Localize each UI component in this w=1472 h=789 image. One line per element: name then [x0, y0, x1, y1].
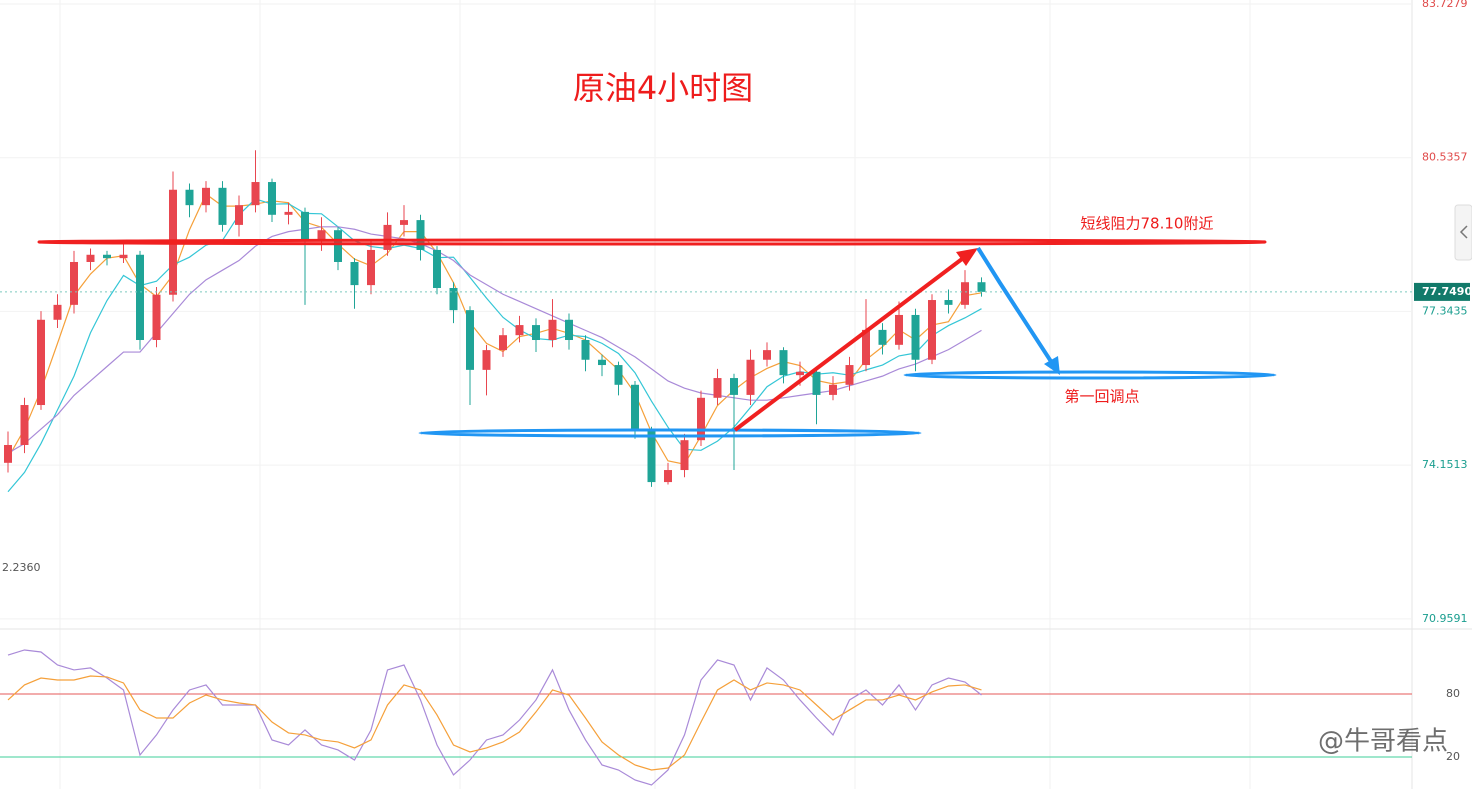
- candle-body: [581, 340, 590, 360]
- candle-body: [136, 254, 144, 341]
- candle-body: [697, 397, 705, 441]
- candle-body: [977, 282, 986, 292]
- candle-body: [86, 254, 95, 262]
- candle-body: [532, 325, 540, 341]
- support-ellipse: [418, 428, 922, 438]
- candle-body: [119, 254, 128, 259]
- side-toggle[interactable]: [1454, 204, 1472, 261]
- candle-body: [565, 319, 573, 341]
- candle-body: [829, 384, 837, 395]
- candle-body: [4, 444, 12, 463]
- candle-body: [284, 211, 293, 215]
- y-tick-label: 70.9591: [1422, 612, 1468, 625]
- candle-body: [515, 325, 524, 336]
- candle-body: [961, 282, 969, 305]
- y-tick-label: 77.3435: [1422, 304, 1468, 317]
- candle-body: [449, 287, 458, 311]
- candle-body: [152, 294, 161, 341]
- candle-body: [647, 430, 656, 483]
- last-price-box: [1414, 282, 1470, 301]
- candle-body: [779, 350, 788, 376]
- candle-body: [796, 371, 804, 376]
- plot-layer: [0, 3, 1412, 786]
- candle-body: [218, 187, 227, 225]
- candle-body: [185, 189, 194, 206]
- candle-body: [664, 470, 672, 483]
- candle-body: [713, 378, 722, 398]
- candle-body: [499, 335, 507, 351]
- candle-body: [37, 319, 45, 406]
- candle-body: [383, 224, 392, 250]
- candle-body: [301, 211, 309, 240]
- chart-title: 原油4小时图: [573, 69, 753, 107]
- down-arrowhead: [1044, 356, 1060, 375]
- candle-body: [614, 365, 623, 385]
- y-tick-label: 83.7279: [1422, 0, 1468, 10]
- candle-body: [466, 310, 474, 370]
- left-label: 2.2360: [2, 561, 41, 574]
- candle-body: [944, 300, 953, 305]
- candle-body: [862, 329, 870, 366]
- down-arrow: [976, 246, 1054, 365]
- line-series: [7, 649, 982, 786]
- candle-body: [746, 359, 755, 395]
- candle-body: [268, 182, 276, 215]
- candle-body: [598, 359, 606, 366]
- candle-body: [730, 378, 738, 395]
- candle-body: [350, 261, 359, 286]
- last-price-label: 77.7490: [1422, 285, 1472, 298]
- up-arrowhead: [956, 248, 978, 266]
- candle-body: [70, 261, 78, 305]
- up-arrow: [733, 257, 964, 432]
- candle-body: [812, 371, 821, 395]
- candle-body: [20, 405, 29, 445]
- candle-body: [367, 249, 375, 286]
- candle-body: [400, 220, 408, 225]
- candle-body: [763, 350, 771, 360]
- resistance-line: [37, 238, 1267, 246]
- candle-body: [416, 220, 425, 250]
- y-tick-label: 74.1513: [1422, 458, 1468, 471]
- candle-body: [334, 230, 342, 262]
- pullback-ellipse: [903, 370, 1277, 380]
- candle-body: [53, 304, 62, 320]
- candle-body: [631, 384, 639, 431]
- candle-body: [911, 314, 920, 360]
- candle-body: [251, 182, 260, 206]
- annotation-shapes: [37, 204, 1472, 438]
- candle-body: [928, 300, 936, 360]
- candle-body: [202, 187, 210, 206]
- y-tick-label: 20: [1446, 750, 1460, 763]
- candle-body: [845, 365, 854, 385]
- candle-body: [680, 440, 689, 471]
- y-tick-label: 80: [1446, 687, 1460, 700]
- toggle-chevron: [1459, 225, 1468, 239]
- candle-body: [878, 329, 887, 345]
- y-tick-label: 80.5357: [1422, 151, 1468, 164]
- candle-body: [235, 205, 243, 225]
- candle-body: [103, 254, 111, 259]
- candle-body: [433, 249, 441, 288]
- line-series: [7, 675, 982, 771]
- candle-body: [317, 230, 326, 240]
- candle-body: [895, 314, 903, 345]
- annotation: 第一回调点: [1064, 388, 1139, 406]
- candle-body: [482, 350, 491, 370]
- annotation: 短线阻力78.10附近: [1081, 215, 1214, 233]
- candle-body: [548, 319, 557, 341]
- watermark: @牛哥看点: [1318, 727, 1448, 757]
